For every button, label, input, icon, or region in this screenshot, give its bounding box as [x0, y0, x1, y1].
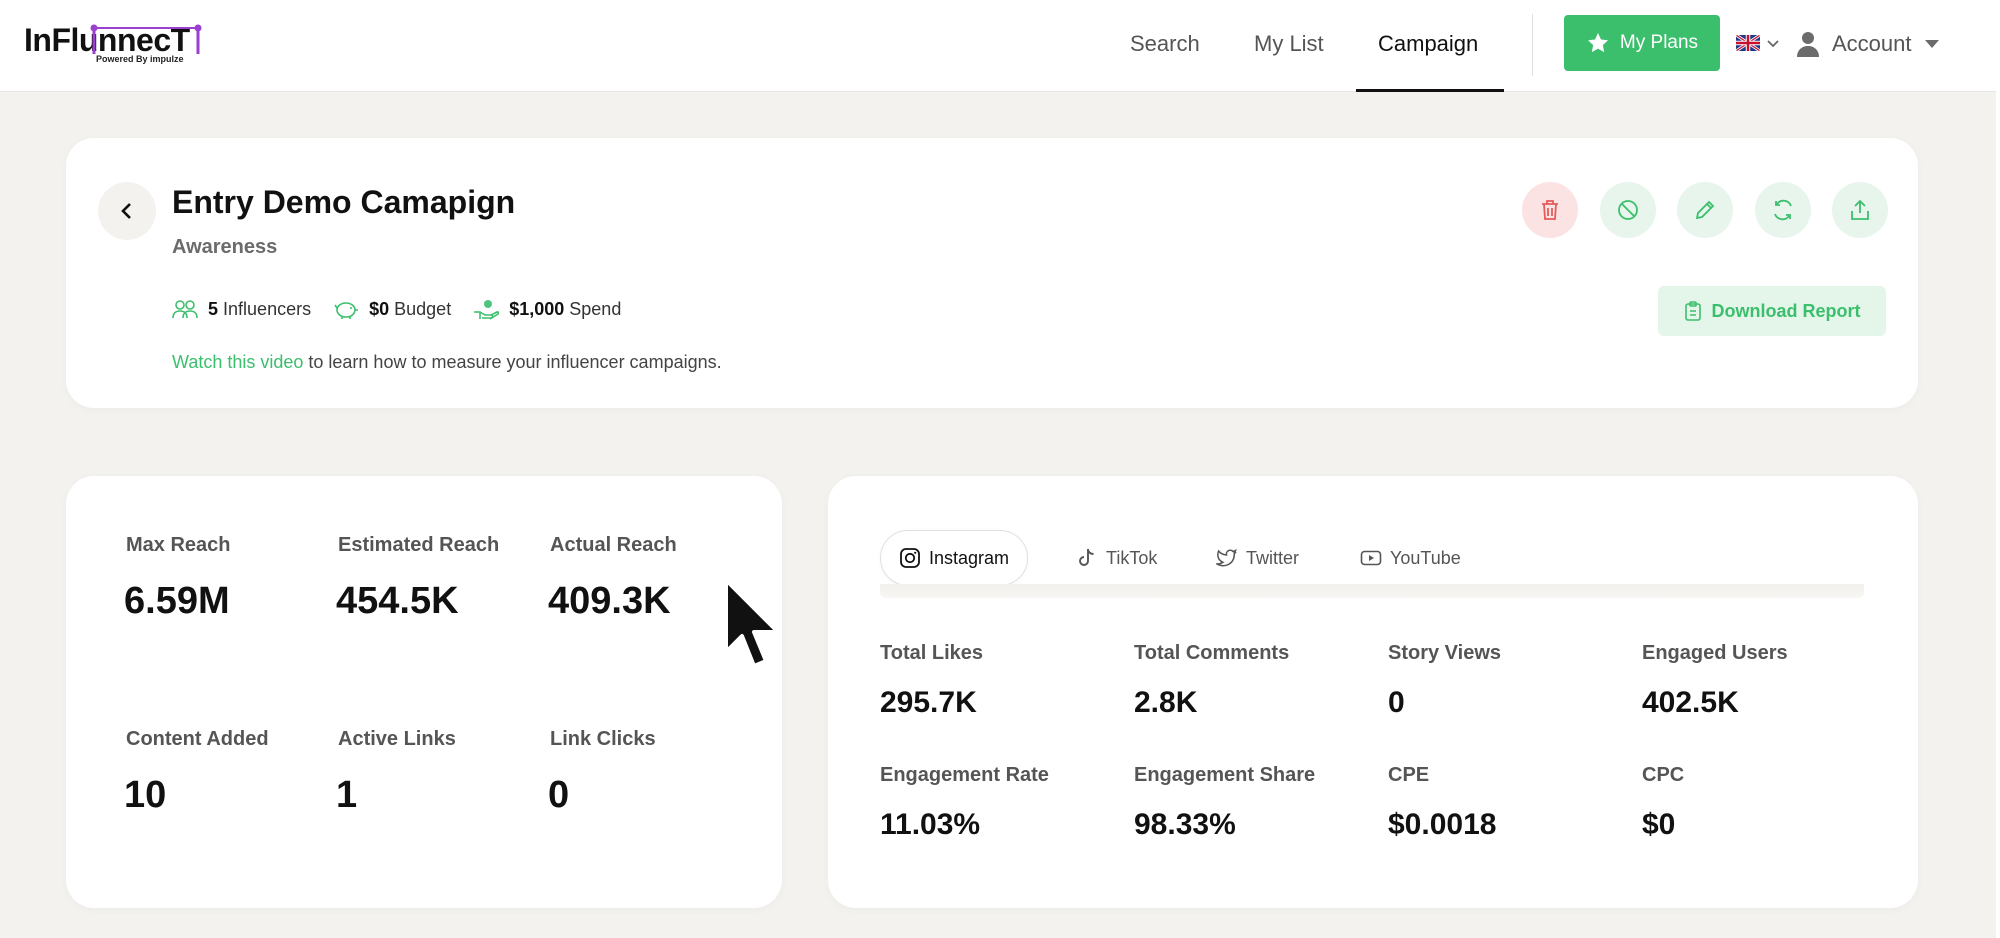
user-icon	[1797, 32, 1819, 57]
campaign-title: Entry Demo Camapign	[172, 184, 516, 220]
nav-campaign[interactable]: Campaign	[1378, 31, 1479, 56]
active-links-label: Active Links	[338, 728, 456, 750]
nav-my-list[interactable]: My List	[1254, 31, 1324, 56]
influencers-stat: 5 Influencers	[172, 298, 311, 320]
engaged-users-value: 402.5K	[1642, 686, 1739, 719]
watch-video-note: Watch this video to learn how to measure…	[172, 352, 722, 373]
page-right-edge	[1996, 0, 2000, 938]
active-tab-indicator	[1356, 89, 1504, 92]
brand-logo[interactable]: InFlunnecT Powered By impulze	[24, 22, 210, 68]
back-button[interactable]	[98, 182, 156, 240]
spend-value: $1,000	[509, 298, 565, 319]
social-metrics-card: Instagram TikTok Twitter YouTube Total L…	[828, 476, 1918, 908]
instagram-icon	[900, 548, 920, 568]
cpe-value: $0.0018	[1388, 808, 1497, 841]
budget-value: $0	[369, 298, 390, 319]
my-plans-button[interactable]: My Plans	[1564, 15, 1720, 71]
influencers-label: Influencers	[223, 298, 312, 319]
max-reach-label: Max Reach	[126, 534, 231, 556]
money-hand-icon	[474, 300, 500, 320]
star-icon	[1587, 33, 1608, 53]
total-comments-value: 2.8K	[1134, 686, 1198, 719]
spend-stat: $1,000 Spend	[473, 298, 621, 320]
top-navigation-bar: InFlunnecT Powered By impulze Search My …	[0, 0, 1996, 92]
tab-youtube[interactable]: YouTube	[1360, 530, 1461, 586]
clipboard-icon	[1684, 301, 1701, 321]
engagement-share-label: Engagement Share	[1134, 764, 1316, 786]
delete-button[interactable]	[1522, 182, 1578, 238]
block-icon	[1618, 200, 1638, 220]
account-menu[interactable]: Account	[1796, 26, 1940, 62]
engagement-share-value: 98.33%	[1134, 808, 1236, 841]
cpe-label: CPE	[1388, 764, 1430, 786]
campaign-stats: 5 Influencers $0 Budget $1,000 Spend	[172, 298, 621, 320]
total-likes-value: 295.7K	[880, 686, 977, 719]
content-added-label: Content Added	[126, 728, 269, 750]
uk-flag-icon	[1736, 35, 1760, 51]
caret-down-icon	[1924, 40, 1939, 48]
block-button[interactable]	[1600, 182, 1656, 238]
tab-instagram-label: Instagram	[929, 547, 1010, 568]
actual-reach-label: Actual Reach	[550, 534, 677, 556]
chevron-down-icon	[1767, 40, 1779, 48]
nav-search[interactable]: Search	[1130, 31, 1200, 56]
reach-metrics-card: Max Reach 6.59M Estimated Reach 454.5K A…	[66, 476, 782, 908]
my-plans-label: My Plans	[1619, 32, 1699, 53]
share-button[interactable]	[1832, 182, 1888, 238]
tab-twitter[interactable]: Twitter	[1216, 530, 1299, 586]
estimated-reach-value: 454.5K	[336, 580, 459, 622]
tab-twitter-label: Twitter	[1246, 547, 1300, 568]
refresh-button[interactable]	[1755, 182, 1811, 238]
story-views-label: Story Views	[1388, 642, 1502, 664]
content-added-value: 10	[124, 774, 167, 816]
engagement-rate-value: 11.03%	[880, 808, 981, 841]
nav-divider	[1532, 14, 1533, 76]
piggy-bank-icon	[334, 302, 359, 319]
link-clicks-label: Link Clicks	[550, 728, 656, 750]
tab-underline-bar	[880, 584, 1864, 598]
language-selector[interactable]	[1736, 32, 1784, 56]
engagement-rate-label: Engagement Rate	[880, 764, 1049, 786]
max-reach-value: 6.59M	[124, 580, 230, 622]
chevron-left-icon	[121, 203, 131, 219]
download-report-button[interactable]: Download Report	[1658, 286, 1886, 336]
actual-reach-value: 409.3K	[548, 580, 671, 622]
users-group-icon	[172, 300, 198, 319]
watch-video-link[interactable]: Watch this video	[172, 352, 304, 372]
twitter-icon	[1216, 548, 1237, 567]
estimated-reach-label: Estimated Reach	[338, 534, 500, 556]
youtube-icon	[1360, 550, 1382, 566]
budget-stat: $0 Budget	[333, 298, 451, 320]
tab-tiktok-label: TikTok	[1106, 547, 1158, 568]
trash-icon	[1542, 200, 1558, 220]
share-upload-icon	[1851, 199, 1869, 220]
campaign-header-card: Entry Demo Camapign Awareness 5 Influenc…	[66, 138, 1918, 408]
engaged-users-label: Engaged Users	[1642, 642, 1788, 664]
total-likes-label: Total Likes	[880, 642, 983, 664]
link-clicks-value: 0	[548, 774, 570, 816]
logo-powered-by: Powered By impulze	[96, 54, 184, 64]
download-report-label: Download Report	[1711, 300, 1861, 321]
total-comments-label: Total Comments	[1134, 642, 1290, 664]
logo-accent-graphic	[90, 24, 202, 54]
influencers-count: 5	[208, 298, 219, 319]
tab-tiktok[interactable]: TikTok	[1076, 530, 1157, 586]
cpc-label: CPC	[1642, 764, 1685, 786]
budget-label: Budget	[394, 298, 452, 319]
tab-youtube-label: YouTube	[1390, 547, 1461, 568]
cpc-value: $0	[1642, 808, 1676, 841]
story-views-value: 0	[1388, 686, 1405, 719]
edit-button[interactable]	[1677, 182, 1733, 238]
active-links-value: 1	[336, 774, 358, 816]
pencil-icon	[1695, 200, 1715, 220]
spend-label: Spend	[569, 298, 622, 319]
account-label: Account	[1832, 31, 1912, 56]
tab-instagram[interactable]: Instagram	[880, 530, 1029, 586]
watch-video-text: to learn how to measure your influencer …	[303, 352, 722, 372]
refresh-icon	[1774, 199, 1792, 221]
tiktok-icon	[1079, 548, 1094, 566]
campaign-objective: Awareness	[172, 236, 278, 258]
mouse-cursor-icon	[724, 578, 780, 668]
